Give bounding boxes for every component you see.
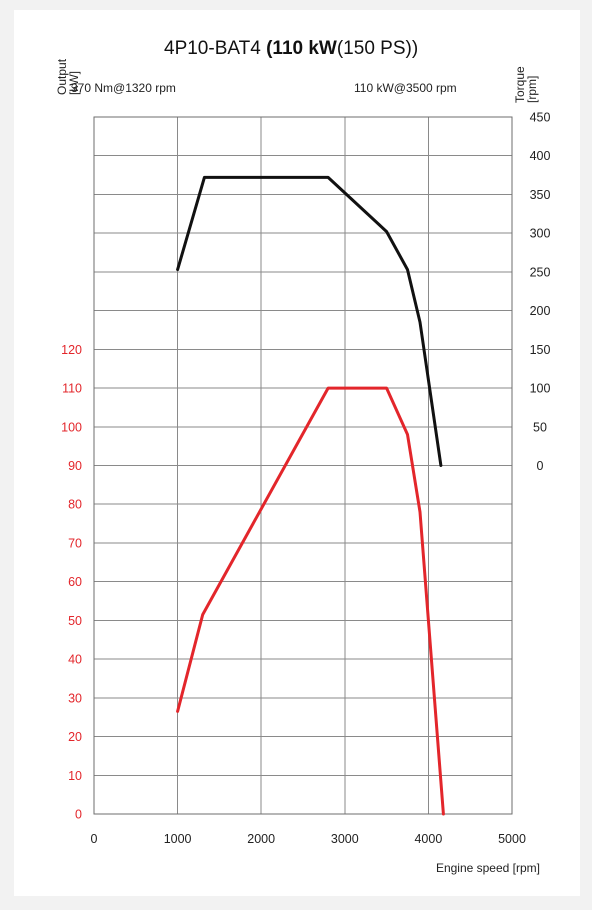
title-ps: (150 PS)) <box>337 38 418 59</box>
title-model: 4P10-BAT4 <box>164 38 266 59</box>
title-kw: 110 kW <box>272 38 336 59</box>
left-axis-label-line2: [kW] <box>67 71 81 95</box>
torque-peak-annotation: 370 Nm@1320 rpm <box>71 81 176 95</box>
x-tick-label: 2000 <box>247 832 275 846</box>
torque-tick-label: 50 <box>533 420 547 434</box>
grid <box>93 116 513 815</box>
torque-tick-label: 0 <box>537 459 544 473</box>
right-axis-label-line2: [rpm] <box>525 76 539 103</box>
torque-tick-label: 450 <box>530 111 551 125</box>
chart-title: 4P10-BAT4 (110 kW(150 PS)) <box>164 38 418 59</box>
output-tick-label: 100 <box>61 420 82 434</box>
output-tick-label: 50 <box>68 614 82 628</box>
x-tick-label: 0 <box>91 832 98 846</box>
title-open: ( <box>266 38 273 59</box>
x-tick-label: 4000 <box>414 832 442 846</box>
chart-card: 4P10-BAT4 (110 kW(150 PS)) Output [kW] T… <box>14 10 580 896</box>
series <box>176 175 445 816</box>
torque-curve <box>176 175 443 467</box>
output-tick-label: 40 <box>68 653 82 667</box>
plot-frame <box>93 116 513 815</box>
torque-tick-label: 350 <box>530 188 551 202</box>
torque-tick-label: 250 <box>530 265 551 279</box>
torque-tick-label: 400 <box>530 149 551 163</box>
x-tick-label: 5000 <box>498 832 526 846</box>
x-tick-label: 3000 <box>331 832 359 846</box>
x-tick-label: 1000 <box>164 832 192 846</box>
right-axis-label-line1: Torque <box>513 66 527 103</box>
performance-chart: 4P10-BAT4 (110 kW(150 PS)) Output [kW] T… <box>55 38 550 875</box>
output-tick-label: 110 <box>62 382 82 396</box>
torque-tick-label: 100 <box>530 382 551 396</box>
output-tick-label: 30 <box>68 691 82 705</box>
torque-tick-label: 150 <box>530 343 551 357</box>
tick-labels: 0 1000 2000 3000 4000 50000102030405060708090… <box>61 111 550 847</box>
output-curve <box>176 386 445 816</box>
torque-tick-label: 200 <box>530 304 551 318</box>
output-tick-label: 10 <box>68 769 82 783</box>
output-tick-label: 0 <box>75 808 82 822</box>
x-axis-label: Engine speed [rpm] <box>436 861 540 875</box>
output-tick-label: 90 <box>68 459 82 473</box>
output-tick-label: 120 <box>61 343 82 357</box>
torque-tick-label: 300 <box>530 227 551 241</box>
output-tick-label: 60 <box>68 575 82 589</box>
output-peak-annotation: 110 kW@3500 rpm <box>354 81 457 95</box>
left-axis-label-line1: Output <box>55 58 69 95</box>
output-tick-label: 80 <box>68 498 82 512</box>
output-tick-label: 20 <box>68 730 82 744</box>
output-tick-label: 70 <box>68 536 82 550</box>
